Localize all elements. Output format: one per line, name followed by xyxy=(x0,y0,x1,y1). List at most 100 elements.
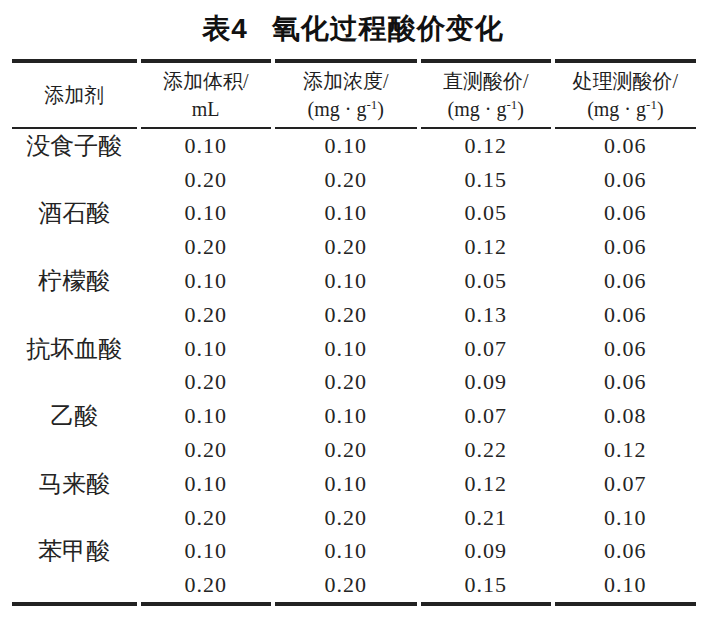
header-label: 添加浓度/ xyxy=(275,67,417,96)
cell-direct-acid: 0.22 xyxy=(421,433,551,467)
cell-volume: 0.20 xyxy=(141,230,271,264)
page: 表4氧化过程酸价变化 添加剂添加体积/mL添加浓度/(mg · g-1)直测酸价… xyxy=(0,0,706,634)
cell-additive: 马来酸 xyxy=(12,467,137,501)
cell-concentration: 0.10 xyxy=(275,197,417,231)
cell-concentration: 0.20 xyxy=(275,366,417,400)
cell-treated-acid: 0.06 xyxy=(555,264,696,298)
cell-concentration: 0.10 xyxy=(275,264,417,298)
cell-volume: 0.10 xyxy=(141,264,271,298)
cell-direct-acid: 0.12 xyxy=(421,230,551,264)
table-number: 表4 xyxy=(202,13,248,44)
cell-additive: 苯甲酸 xyxy=(12,535,137,569)
cell-volume: 0.10 xyxy=(141,197,271,231)
column-header-concentration: 添加浓度/(mg · g-1) xyxy=(275,59,417,129)
header-unit: (mg · g-1) xyxy=(275,96,417,123)
cell-additive: 没食子酸 xyxy=(12,129,137,163)
cell-treated-acid: 0.07 xyxy=(555,467,696,501)
acid-value-table: 添加剂添加体积/mL添加浓度/(mg · g-1)直测酸价/(mg · g-1)… xyxy=(8,59,700,606)
cell-volume: 0.10 xyxy=(141,467,271,501)
header-label: 直测酸价/ xyxy=(421,67,551,96)
table-row: 苯甲酸0.100.100.090.06 xyxy=(12,535,696,569)
cell-concentration: 0.20 xyxy=(275,501,417,535)
cell-direct-acid: 0.09 xyxy=(421,366,551,400)
table-row: 0.200.200.130.06 xyxy=(12,298,696,332)
column-header-additive: 添加剂 xyxy=(12,59,137,129)
cell-volume: 0.20 xyxy=(141,298,271,332)
table-row: 抗坏血酸0.100.100.070.06 xyxy=(12,332,696,366)
cell-direct-acid: 0.15 xyxy=(421,568,551,606)
cell-concentration: 0.10 xyxy=(275,399,417,433)
table-title-text: 氧化过程酸价变化 xyxy=(272,13,504,44)
cell-additive xyxy=(12,568,137,606)
table-header: 添加剂添加体积/mL添加浓度/(mg · g-1)直测酸价/(mg · g-1)… xyxy=(12,59,696,129)
cell-additive xyxy=(12,298,137,332)
cell-volume: 0.20 xyxy=(141,163,271,197)
cell-treated-acid: 0.06 xyxy=(555,163,696,197)
cell-additive xyxy=(12,366,137,400)
cell-treated-acid: 0.08 xyxy=(555,399,696,433)
cell-treated-acid: 0.06 xyxy=(555,230,696,264)
header-label: 添加剂 xyxy=(12,81,137,110)
table-row: 没食子酸0.100.100.120.06 xyxy=(12,129,696,163)
cell-volume: 0.20 xyxy=(141,501,271,535)
table-title: 表4 氧化过程酸价变化 xyxy=(0,0,706,48)
cell-treated-acid: 0.06 xyxy=(555,332,696,366)
table-row: 0.200.200.090.06 xyxy=(12,366,696,400)
cell-additive xyxy=(12,230,137,264)
cell-direct-acid: 0.13 xyxy=(421,298,551,332)
table-row: 马来酸0.100.100.120.07 xyxy=(12,467,696,501)
cell-additive xyxy=(12,163,137,197)
cell-volume: 0.20 xyxy=(141,433,271,467)
cell-concentration: 0.10 xyxy=(275,467,417,501)
cell-direct-acid: 0.12 xyxy=(421,129,551,163)
cell-volume: 0.10 xyxy=(141,399,271,433)
header-unit: mL xyxy=(141,96,271,123)
cell-volume: 0.10 xyxy=(141,535,271,569)
header-unit: (mg · g-1) xyxy=(421,96,551,123)
table-row: 0.200.200.220.12 xyxy=(12,433,696,467)
cell-direct-acid: 0.07 xyxy=(421,399,551,433)
cell-additive: 抗坏血酸 xyxy=(12,332,137,366)
cell-additive xyxy=(12,501,137,535)
unit-exponent: -1 xyxy=(646,97,657,112)
cell-volume: 0.20 xyxy=(141,366,271,400)
cell-concentration: 0.20 xyxy=(275,433,417,467)
table-body: 没食子酸0.100.100.120.060.200.200.150.06酒石酸0… xyxy=(12,129,696,606)
cell-concentration: 0.10 xyxy=(275,332,417,366)
column-header-treated-acid: 处理测酸价/(mg · g-1) xyxy=(555,59,696,129)
cell-treated-acid: 0.06 xyxy=(555,535,696,569)
table-row: 柠檬酸0.100.100.050.06 xyxy=(12,264,696,298)
cell-additive: 酒石酸 xyxy=(12,197,137,231)
cell-concentration: 0.20 xyxy=(275,163,417,197)
table-row: 酒石酸0.100.100.050.06 xyxy=(12,197,696,231)
cell-additive: 柠檬酸 xyxy=(12,264,137,298)
cell-direct-acid: 0.09 xyxy=(421,535,551,569)
cell-volume: 0.10 xyxy=(141,129,271,163)
cell-treated-acid: 0.12 xyxy=(555,433,696,467)
unit-exponent: -1 xyxy=(506,97,517,112)
cell-treated-acid: 0.06 xyxy=(555,298,696,332)
cell-direct-acid: 0.07 xyxy=(421,332,551,366)
header-row: 添加剂添加体积/mL添加浓度/(mg · g-1)直测酸价/(mg · g-1)… xyxy=(12,59,696,129)
cell-concentration: 0.20 xyxy=(275,568,417,606)
unit-exponent: -1 xyxy=(366,97,377,112)
header-unit: (mg · g-1) xyxy=(555,96,696,123)
cell-direct-acid: 0.05 xyxy=(421,264,551,298)
table-row: 乙酸0.100.100.070.08 xyxy=(12,399,696,433)
header-label: 处理测酸价/ xyxy=(555,67,696,96)
cell-concentration: 0.20 xyxy=(275,298,417,332)
cell-concentration: 0.10 xyxy=(275,129,417,163)
table-row: 0.200.200.150.06 xyxy=(12,163,696,197)
cell-treated-acid: 0.06 xyxy=(555,129,696,163)
cell-volume: 0.10 xyxy=(141,332,271,366)
cell-treated-acid: 0.10 xyxy=(555,501,696,535)
cell-additive: 乙酸 xyxy=(12,399,137,433)
cell-treated-acid: 0.06 xyxy=(555,197,696,231)
table-row: 0.200.200.150.10 xyxy=(12,568,696,606)
table-row: 0.200.200.120.06 xyxy=(12,230,696,264)
cell-concentration: 0.20 xyxy=(275,230,417,264)
cell-treated-acid: 0.06 xyxy=(555,366,696,400)
header-label: 添加体积/ xyxy=(141,67,271,96)
cell-treated-acid: 0.10 xyxy=(555,568,696,606)
column-header-volume: 添加体积/mL xyxy=(141,59,271,129)
